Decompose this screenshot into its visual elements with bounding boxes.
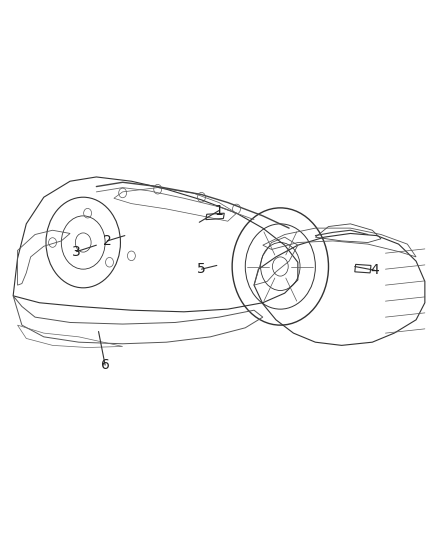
Text: 3: 3 [72, 245, 81, 259]
Text: 4: 4 [370, 263, 379, 277]
Text: 1: 1 [215, 204, 223, 217]
Text: 5: 5 [197, 262, 206, 276]
Text: 6: 6 [101, 358, 110, 372]
Text: 2: 2 [103, 234, 112, 248]
